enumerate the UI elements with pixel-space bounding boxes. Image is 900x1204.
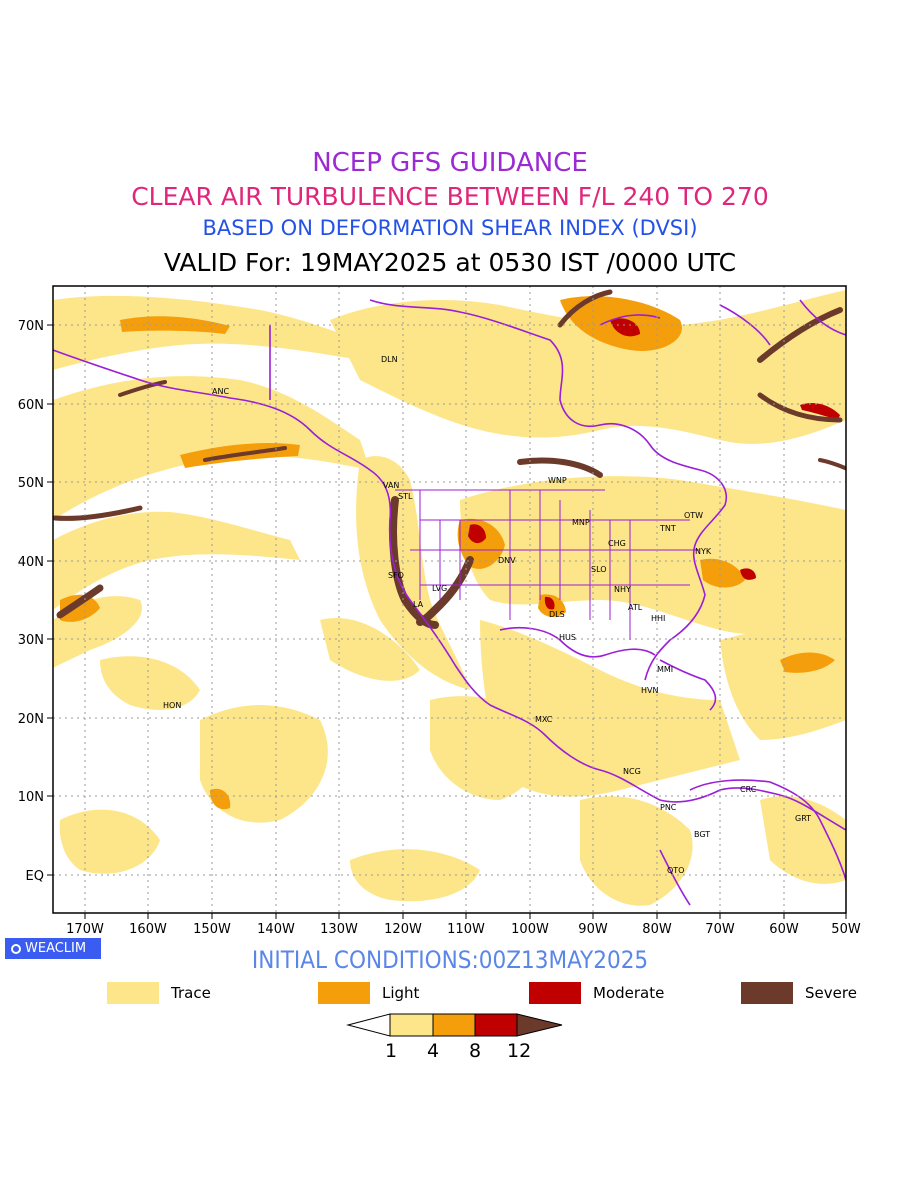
turbulence-field — [53, 289, 846, 906]
station-label: MNP — [572, 518, 590, 527]
station-label: DLN — [381, 355, 398, 364]
station-label: ANC — [212, 387, 229, 396]
legend-swatch — [741, 982, 793, 1004]
station-label: LA — [413, 600, 424, 609]
coastlines — [53, 299, 846, 906]
lat-label: 50N — [18, 476, 44, 491]
title-cat-flight-level: CLEAR AIR TURBULENCE BETWEEN F/L 240 TO … — [131, 182, 769, 211]
legend-label: Trace — [171, 984, 211, 1002]
station-label: HVN — [641, 686, 658, 695]
lon-label: 50W — [831, 922, 861, 937]
graticule — [53, 286, 846, 913]
station-label: NCG — [623, 767, 641, 776]
station-label: GRT — [795, 814, 811, 823]
legend-label: Severe — [805, 984, 857, 1002]
legend-swatch — [107, 982, 159, 1004]
moderate-areas — [468, 318, 840, 610]
lon-label: 150W — [193, 922, 231, 937]
lon-label: 110W — [447, 922, 485, 937]
station-label: NYK — [695, 547, 712, 556]
station-label: MXC — [535, 715, 553, 724]
colorbar-tick: 8 — [469, 1040, 482, 1062]
station-label: CHG — [608, 539, 626, 548]
lat-label: 70N — [18, 319, 44, 334]
station-label: HHI — [651, 614, 665, 623]
title-valid-time: VALID For: 19MAY2025 at 0530 IST /0000 U… — [163, 248, 737, 277]
severe-jets — [53, 289, 846, 629]
lon-label: 90W — [578, 922, 608, 937]
lon-label: 160W — [129, 922, 167, 937]
lon-label: 100W — [511, 922, 549, 937]
colorbar-tick: 12 — [507, 1040, 532, 1062]
legend-swatch — [318, 982, 370, 1004]
initial-conditions: INITIAL CONDITIONS:00Z13MAY2025 — [251, 946, 649, 974]
lat-label: EQ — [26, 869, 44, 884]
station-labels: DLN ANC VAN STL WNP MNP OTW TNT CHG NYK … — [163, 355, 811, 875]
station-label: HUS — [559, 633, 576, 642]
lat-label: 10N — [18, 790, 44, 805]
station-label: ATL — [628, 603, 643, 612]
lat-label: 40N — [18, 555, 44, 570]
political-boundaries — [395, 489, 700, 640]
trace-areas — [53, 290, 846, 906]
lon-label: 60W — [769, 922, 799, 937]
lon-labels: 170W 160W 150W 140W 130W 120W 110W 100W … — [66, 922, 861, 937]
station-label: CRC — [740, 785, 757, 794]
lon-label: 140W — [257, 922, 295, 937]
station-label: DNV — [498, 556, 516, 565]
station-label: SFO — [388, 571, 404, 580]
legend-label: Moderate — [593, 984, 665, 1002]
lon-label: 80W — [642, 922, 672, 937]
badge-label: WEACLIM — [25, 941, 87, 956]
station-label: VAN — [383, 481, 399, 490]
station-label: BGT — [694, 830, 710, 839]
station-label: WNP — [548, 476, 567, 485]
title-dvsi: BASED ON DEFORMATION SHEAR INDEX (DVSI) — [202, 216, 698, 240]
lat-labels: 70N 60N 50N 40N 30N 20N 10N EQ — [18, 319, 44, 884]
colorbar-tick: 1 — [385, 1040, 398, 1062]
title-ncep-gfs: NCEP GFS GUIDANCE — [312, 148, 588, 178]
station-label: PNC — [660, 803, 677, 812]
station-label: MMI — [657, 665, 673, 674]
colorbar-tick: 4 — [427, 1040, 440, 1062]
lon-label: 170W — [66, 922, 104, 937]
lat-label: 30N — [18, 633, 44, 648]
station-label: STL — [398, 492, 413, 501]
legend-swatch — [529, 982, 581, 1004]
station-label: TNT — [659, 524, 676, 533]
lon-label: 70W — [705, 922, 735, 937]
station-label: DLS — [549, 610, 565, 619]
station-label: OTW — [684, 511, 703, 520]
axis-ticks — [47, 324, 847, 919]
lat-label: 20N — [18, 712, 44, 727]
map-frame — [52, 285, 847, 914]
weaclim-logo-icon — [11, 944, 21, 954]
legend-label: Light — [382, 984, 420, 1002]
station-label: HON — [163, 701, 181, 710]
lat-label: 60N — [18, 398, 44, 413]
weaclim-badge: WEACLIM — [5, 938, 101, 959]
lon-label: 130W — [320, 922, 358, 937]
station-label: SLO — [591, 565, 607, 574]
station-label: LVG — [432, 584, 447, 593]
lon-label: 120W — [384, 922, 422, 937]
station-label: QTO — [667, 866, 684, 875]
station-label: NHY — [614, 585, 631, 594]
